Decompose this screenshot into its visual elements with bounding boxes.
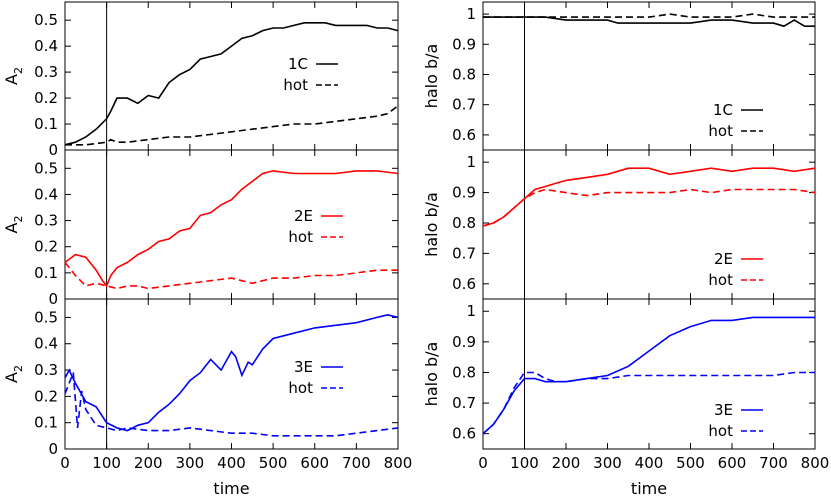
panel-3: 0 0.1 0.2 0.3 0.4 0.5 A2 2E hot [2,149,399,308]
legend-label: 3E [714,401,733,419]
x-tick-label: 800 [384,454,413,472]
x-tick-label: 600 [718,454,747,472]
y-tick-label: 0.2 [34,238,58,256]
series-line-hot [64,261,398,290]
legend-label: hot [708,122,733,140]
x-tick-label: 300 [593,454,622,472]
y-axis-label: halo b/a [422,44,441,109]
y-tick-label: 0.7 [452,244,476,262]
y-tick-label: 0 [48,141,58,159]
y-tick-label: 0.4 [34,185,58,203]
y-tick-label: 0.5 [34,159,58,177]
plot-frame [482,298,816,450]
series-line-hot [483,13,815,18]
legend-label: 2E [294,207,313,225]
plot-frame [482,1,816,151]
x-tick-label: 0 [478,454,488,472]
y-tick-label: 0.9 [452,184,476,202]
panel-5: 0 0.1 0.2 0.3 0.4 0.5 0 100 200 300 400 500 600 700 80… [2,298,413,498]
y-tick-label: 0.9 [452,333,476,351]
x-tick-label: 400 [635,454,664,472]
panel-4: 0.6 0.7 0.8 0.9 1 halo b/a 2E hot [422,149,816,300]
series-line-main [64,313,399,432]
x-tick-label: 100 [510,454,539,472]
legend-label: hot [283,76,308,94]
series-line-hot [65,105,399,146]
panel-2: 0.6 0.7 0.8 0.9 1 halo b/a 1C hot [422,1,816,151]
legend-label: 2E [714,250,733,268]
series-line-hot [482,188,816,227]
series-line-main [64,21,399,146]
series-line-hot [64,372,399,437]
plot-frame [64,1,399,151]
y-tick-label: 0.6 [452,275,476,293]
x-tick-label: 700 [759,454,788,472]
y-tick-label: 0.1 [34,115,58,133]
series-line-main [482,316,815,435]
y-tick-label: 0.6 [452,126,476,144]
y-tick-label: 0.8 [452,214,476,232]
x-tick-label: 800 [801,454,830,472]
y-tick-label: 0.6 [452,425,476,443]
y-tick-label: 0.2 [34,387,58,405]
y-tick-label: 0.5 [34,11,58,29]
x-tick-label: 200 [134,454,163,472]
y-tick-label: 0.7 [452,394,476,412]
x-tick-label: 300 [176,454,205,472]
legend-label: hot [708,422,733,440]
y-axis-label: halo b/a [422,192,441,257]
series-line-main [483,16,815,28]
y-axis-label: halo b/a [422,342,441,407]
legend-label: 3E [294,358,313,376]
y-tick-label: 0.8 [452,65,476,83]
y-axis-label: A2 [2,216,25,234]
y-tick-label: 0.3 [34,361,58,379]
y-tick-label: 0.5 [34,308,58,326]
panel-6: 0.6 0.7 0.8 0.9 1 0 100 200 300 400 500 600 700 800 ti… [422,298,830,498]
y-tick-label: 0.9 [452,35,476,53]
panel-1: 0 0.1 0.2 0.3 0.4 0.5 A2 1C hot [2,1,399,159]
x-axis-label: time [213,479,249,498]
y-axis-label: A2 [2,365,25,383]
y-tick-label: 0.4 [34,335,58,353]
x-tick-label: 100 [92,454,121,472]
y-tick-label: 0 [48,290,58,308]
y-tick-label: 0.2 [34,89,58,107]
x-tick-label: 600 [300,454,329,472]
legend-label: hot [288,228,313,246]
plot-frame [482,149,816,300]
y-tick-label: 0.3 [34,212,58,230]
x-tick-label: 500 [259,454,288,472]
x-tick-label: 400 [217,454,246,472]
x-tick-label: 500 [676,454,705,472]
x-tick-label: 700 [342,454,371,472]
series-line-main [482,167,816,227]
y-tick-label: 0.3 [34,63,58,81]
y-tick-label: 0.1 [34,264,58,282]
x-tick-label: 0 [60,454,70,472]
y-tick-label: 0.8 [452,363,476,381]
series-line-hot [482,371,815,435]
y-tick-label: 0.4 [34,37,58,55]
x-tick-label: 200 [552,454,581,472]
legend-label: hot [708,271,733,289]
y-tick-label: 1 [466,5,476,23]
legend-label: hot [288,379,313,397]
y-tick-label: 1 [466,302,476,320]
y-tick-label: 0.1 [34,414,58,432]
y-axis-label: A2 [2,67,25,85]
legend-label: 1C [288,55,308,73]
y-tick-label: 1 [466,153,476,171]
y-tick-label: 0 [48,440,58,458]
legend-label: 1C [713,101,733,119]
series-line-main [64,170,399,288]
y-tick-label: 0.7 [452,96,476,114]
x-axis-label: time [631,479,667,498]
